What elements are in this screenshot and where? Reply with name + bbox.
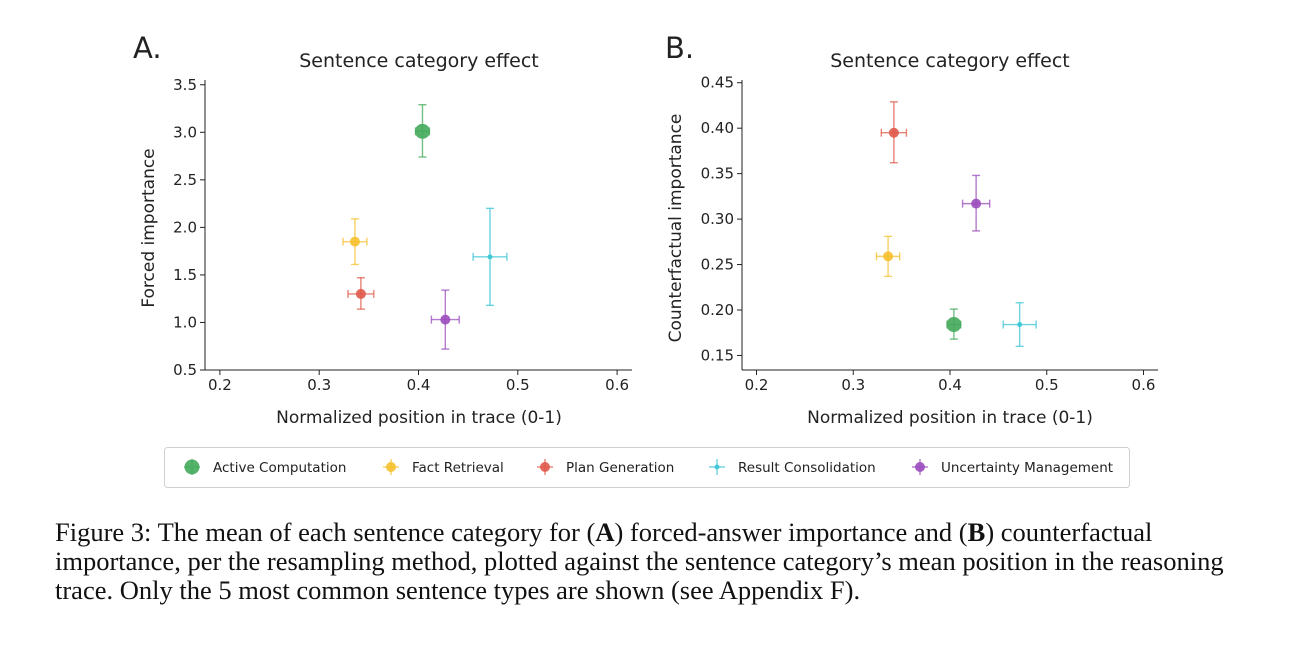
x-tick-label: 0.3 xyxy=(307,376,331,394)
x-tick-label: 0.5 xyxy=(506,376,530,394)
y-tick-label: 2.0 xyxy=(173,218,197,236)
y-tick-label: 0.40 xyxy=(701,119,734,137)
panel-a-letter: A. xyxy=(133,31,162,65)
marker xyxy=(440,314,451,325)
y-tick-label: 0.20 xyxy=(701,301,734,319)
point-uncertainty-management xyxy=(961,174,991,232)
figure-caption: Figure 3: The mean of each sentence cate… xyxy=(55,518,1260,605)
marker xyxy=(487,254,493,260)
caption-text-1: Figure 3: The mean of each sentence cate… xyxy=(55,517,596,547)
panel-a: A. Sentence category effect 0.2 0.3 0.4 0.5… xyxy=(133,31,632,428)
x-tick-label: 0.2 xyxy=(208,376,232,394)
legend-item-active-computation: Active Computation xyxy=(184,459,346,476)
y-tick-label: 0.30 xyxy=(701,210,734,228)
y-tick-label: 3.0 xyxy=(173,123,197,141)
marker xyxy=(414,123,430,139)
point-plan-generation xyxy=(347,277,375,310)
legend-item-plan-generation: Plan Generation xyxy=(537,459,674,476)
legend-label: Active Computation xyxy=(213,460,346,476)
x-tick-label: 0.2 xyxy=(745,376,769,394)
y-tick-label: 2.5 xyxy=(173,171,197,189)
figure: A. Sentence category effect 0.2 0.3 0.4 0.5… xyxy=(133,31,1158,488)
point-result-consolidation xyxy=(472,207,508,307)
panel-a-marks xyxy=(342,104,508,350)
panel-a-ylabel: Forced importance xyxy=(139,148,159,307)
caption-bold-b: B xyxy=(967,517,986,547)
panel-b-xlabel: Normalized position in trace (0-1) xyxy=(807,408,1093,428)
panel-b-ylabel: Counterfactual importance xyxy=(666,114,686,343)
legend-label: Plan Generation xyxy=(566,460,674,476)
point-active-computation xyxy=(946,308,962,340)
legend-marker xyxy=(184,459,200,475)
caption-text-2: ) forced-answer importance and ( xyxy=(614,517,968,547)
marker xyxy=(349,236,360,247)
x-tick-label: 0.4 xyxy=(938,376,962,394)
y-tick-label: 1.0 xyxy=(173,313,197,331)
y-tick-label: 3.5 xyxy=(173,76,197,94)
x-tick-label: 0.3 xyxy=(841,376,865,394)
y-tick-label: 0.45 xyxy=(701,74,734,92)
point-fact-retrieval xyxy=(875,235,901,278)
y-tick-label: 0.15 xyxy=(701,346,734,364)
panel-b-title: Sentence category effect xyxy=(830,50,1070,72)
point-result-consolidation xyxy=(1002,302,1037,348)
legend: Active Computation Fact Retrieval Plan Gen… xyxy=(164,447,1130,488)
legend-label: Uncertainty Management xyxy=(941,460,1113,476)
legend-item-result-consolidation: Result Consolidation xyxy=(709,459,876,476)
x-tick-label: 0.6 xyxy=(605,376,629,394)
panel-b-axes: 0.2 0.3 0.4 0.5 0.6 0.15 0.20 0.25 0.30 0.35 0.40 0… xyxy=(701,74,1158,394)
marker xyxy=(946,317,962,333)
x-tick-label: 0.5 xyxy=(1035,376,1059,394)
y-tick-label: 0.25 xyxy=(701,256,734,274)
legend-marker xyxy=(540,462,550,472)
marker xyxy=(1017,322,1023,328)
legend-label: Result Consolidation xyxy=(738,460,876,476)
marker xyxy=(355,288,366,299)
legend-item-fact-retrieval: Fact Retrieval xyxy=(383,459,504,476)
legend-items: Active Computation Fact Retrieval Plan Gen… xyxy=(184,459,1113,476)
panel-b-marks xyxy=(875,101,1037,348)
y-tick-label: 0.5 xyxy=(173,361,197,379)
panel-b: B. Sentence category effect 0.2 0.3 0.4 0.5… xyxy=(665,31,1158,428)
point-plan-generation xyxy=(880,101,908,164)
point-active-computation xyxy=(414,104,431,158)
y-tick-label: 1.5 xyxy=(173,266,197,284)
legend-marker xyxy=(386,462,396,472)
marker xyxy=(883,251,894,262)
legend-marker xyxy=(915,462,925,472)
point-fact-retrieval xyxy=(342,218,368,266)
y-tick-label: 0.35 xyxy=(701,165,734,183)
point-uncertainty-management xyxy=(430,289,460,350)
legend-frame xyxy=(164,447,1130,488)
x-tick-label: 0.4 xyxy=(407,376,431,394)
legend-marker xyxy=(714,464,720,470)
legend-label: Fact Retrieval xyxy=(412,460,504,476)
marker xyxy=(888,127,899,138)
panel-b-letter: B. xyxy=(665,31,694,65)
panel-a-axes: 0.2 0.3 0.4 0.5 0.6 0.5 1.0 1.5 2.0 2.5 3.0 3.5 xyxy=(173,76,632,394)
legend-item-uncertainty-management: Uncertainty Management xyxy=(912,459,1113,476)
x-tick-label: 0.6 xyxy=(1132,376,1156,394)
panel-a-xlabel: Normalized position in trace (0-1) xyxy=(276,408,562,428)
marker xyxy=(971,198,982,209)
panel-a-title: Sentence category effect xyxy=(299,50,539,72)
caption-text-3: ) counterfactual importance, per the res… xyxy=(55,517,1224,605)
caption-bold-a: A xyxy=(595,517,615,547)
